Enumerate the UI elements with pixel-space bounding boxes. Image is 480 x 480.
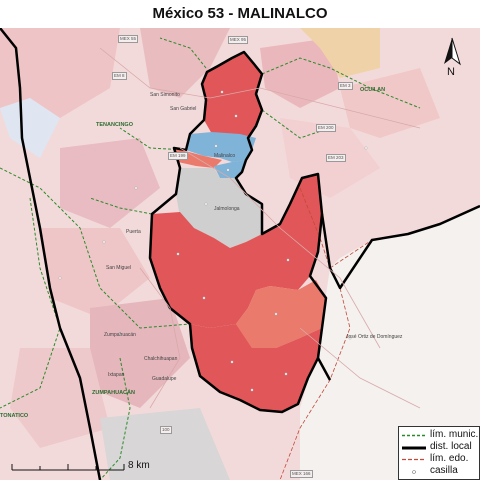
neighbor-area	[300, 28, 380, 78]
thick-black-line-icon	[402, 446, 426, 450]
label-ocuilan: OCUILAN	[360, 87, 386, 93]
label-guadalupe: Guadalupe	[152, 376, 177, 382]
legend-label: dist. local	[430, 441, 472, 452]
small-circle-marker-icon	[412, 470, 416, 474]
north-arrow: N	[434, 36, 470, 80]
neighbor-state-area	[300, 206, 480, 480]
road-badge: MEX 166	[290, 470, 313, 478]
label-tonatico: TONATICO	[0, 413, 29, 419]
road-badge: 100	[160, 426, 172, 434]
road-badge: EM 199	[168, 152, 188, 160]
north-arrow-icon	[444, 37, 461, 66]
neighbor-area	[60, 138, 160, 228]
scale-label: 8 km	[128, 460, 150, 471]
label-san-gabriel: San Gabriel	[170, 106, 197, 112]
road-badge: EM 203	[326, 154, 346, 162]
neighbor-area	[40, 228, 150, 318]
map-legend: lím. munic. dist. local lím. edo. casill…	[398, 426, 480, 480]
municipal-boundaries	[0, 37, 421, 480]
basemap-svg	[0, 28, 480, 480]
district-north-section	[202, 52, 262, 138]
district-blue-section	[186, 132, 256, 162]
neighbor-area	[100, 408, 230, 480]
road-badge: MEX 95	[228, 36, 249, 44]
map-title: México 53 - MALINALCO	[152, 5, 328, 22]
road-badge: EM 3	[338, 82, 353, 90]
district-south-section	[190, 324, 322, 412]
neighbor-area	[260, 38, 340, 108]
neighbor-area	[0, 28, 120, 118]
north-label: N	[447, 66, 455, 78]
map-canvas[interactable]: TENANCINGO OCUILAN ZUMPAHUACÁN TONATICO …	[0, 28, 480, 480]
road-badge: EM 200	[316, 124, 336, 132]
road-badge: MEX 55	[118, 35, 139, 43]
neighbor-area	[140, 28, 230, 98]
legend-label: lím. edo.	[430, 453, 469, 464]
district-boundary	[0, 28, 480, 480]
road-lines	[99, 47, 421, 409]
label-puerta: Puerta	[126, 229, 141, 235]
road-badge: EM 8	[112, 72, 127, 80]
label-jose-ortiz: José Ortiz de Domínguez	[346, 334, 403, 340]
dashed-red-line-icon	[402, 458, 426, 461]
label-tenancingo: TENANCINGO	[96, 122, 133, 128]
label-zumpahuacan-town: Zumpahuacán	[104, 332, 136, 338]
scale-bar	[11, 464, 125, 471]
label-san-miguel: San Miguel	[106, 265, 132, 271]
label-zumpahuacan: ZUMPAHUACÁN	[92, 390, 135, 396]
dashed-green-line-icon	[402, 434, 426, 437]
casilla-markers	[58, 90, 368, 392]
neighbor-area	[10, 348, 110, 448]
legend-label: casilla	[430, 465, 458, 476]
district-west-section	[150, 174, 322, 328]
lake-area	[0, 98, 60, 158]
legend-label: lím. munic.	[430, 429, 479, 440]
label-ixtapan: Ixtapan	[108, 372, 125, 378]
label-malinalco: Malinalco	[214, 153, 236, 159]
label-jalmolonga: Jalmolonga	[214, 206, 240, 212]
label-chalchihuapan: Chalchihuapan	[144, 356, 178, 362]
district-salmon-patch	[236, 318, 276, 348]
label-san-simonito: San Simonito	[150, 92, 180, 98]
